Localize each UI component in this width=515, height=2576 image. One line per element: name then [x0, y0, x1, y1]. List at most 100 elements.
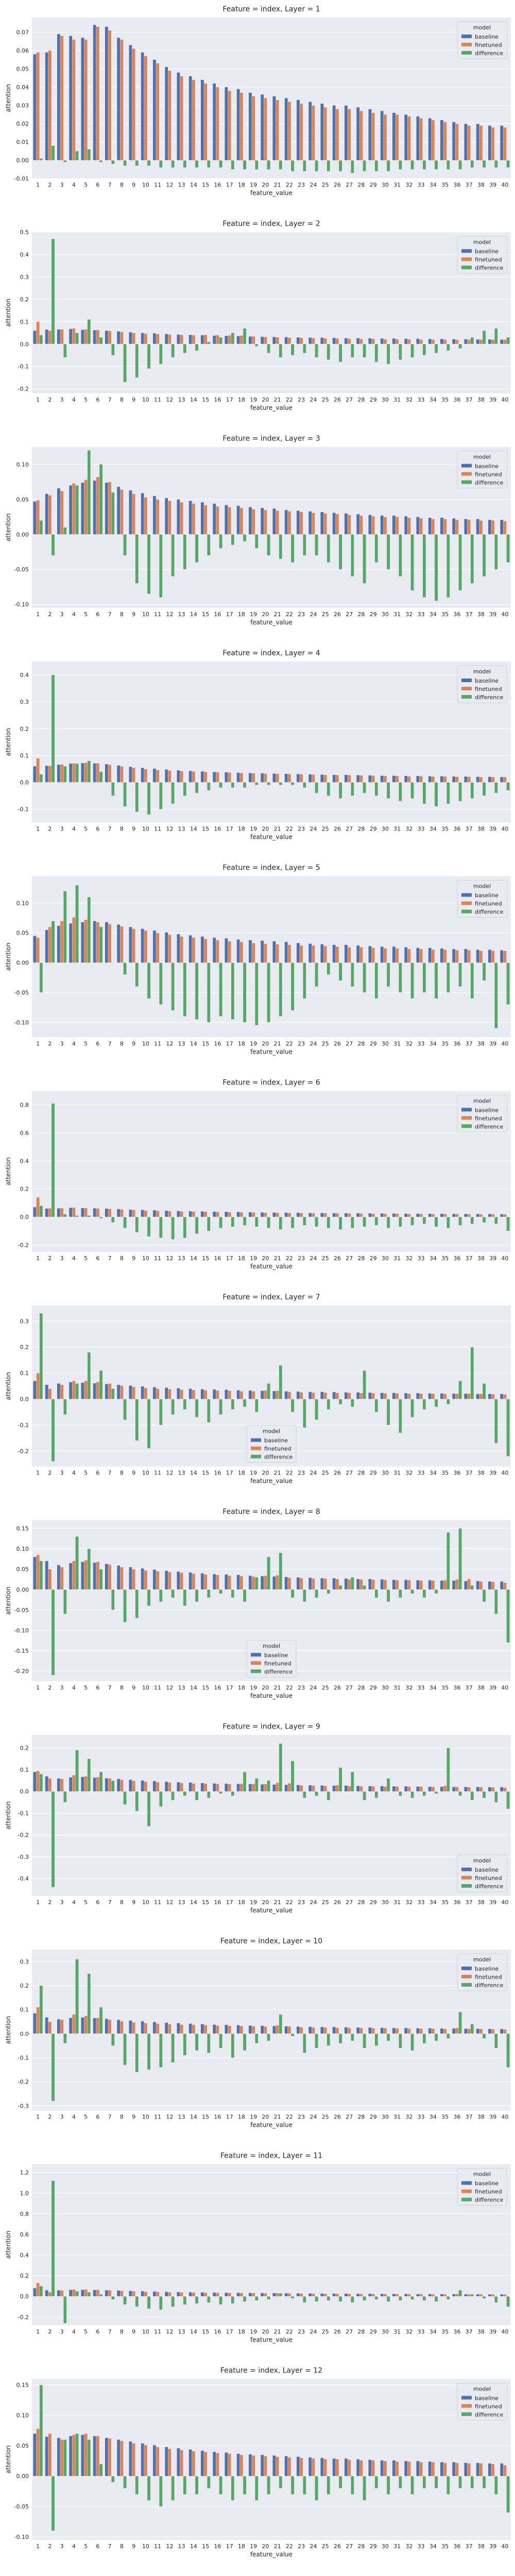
x-tick-label: 21 [274, 1899, 281, 1906]
x-tick-label: 31 [393, 1899, 401, 1906]
bar-baseline-9 [129, 1780, 132, 1792]
bar-baseline-39 [488, 776, 492, 783]
x-tick-label: 37 [466, 1040, 473, 1047]
bar-finetuned-1 [36, 1770, 40, 1792]
x-tick-label: 11 [154, 2328, 161, 2335]
bar-baseline-37 [464, 2463, 468, 2477]
bar-difference-12 [171, 1589, 175, 1598]
y-tick-label: -0.10 [14, 2534, 29, 2540]
bar-finetuned-34 [431, 1787, 435, 1792]
bar-difference-13 [183, 782, 187, 796]
bar-finetuned-28 [359, 515, 363, 535]
bar-finetuned-33 [419, 1393, 423, 1399]
x-tick-label: 23 [298, 2114, 305, 2121]
bar-difference-28 [363, 1370, 366, 1399]
bar-finetuned-8 [120, 766, 124, 783]
bar-baseline-26 [332, 774, 336, 783]
x-tick-label: 3 [60, 1040, 64, 1047]
bar-difference-31 [399, 1399, 402, 1433]
bar-baseline-10 [141, 1210, 144, 1217]
bar-difference-16 [219, 1216, 222, 1228]
bar-finetuned-27 [347, 947, 351, 963]
bar-finetuned-12 [168, 2292, 171, 2297]
y-tick-label: 0.2 [20, 725, 29, 732]
bar-finetuned-15 [203, 1211, 208, 1217]
bar-finetuned-26 [335, 1393, 339, 1399]
bar-difference-6 [99, 2464, 103, 2477]
bar-finetuned-14 [192, 1389, 196, 1399]
x-tick-label: 38 [477, 1040, 485, 1047]
bar-difference-17 [231, 1589, 235, 1598]
legend-label-difference: difference [475, 50, 503, 57]
bar-baseline-40 [500, 519, 504, 535]
bar-difference-40 [506, 160, 510, 168]
x-tick-label: 35 [441, 396, 449, 403]
bar-difference-26 [338, 1767, 342, 1792]
x-tick-label: 33 [418, 1040, 425, 1047]
y-tick-label: 0.00 [16, 960, 29, 967]
bar-baseline-23 [296, 99, 300, 161]
bar-difference-14 [195, 160, 199, 168]
legend-swatch-difference [461, 2412, 472, 2416]
x-tick-label: 18 [238, 2543, 245, 2550]
bar-finetuned-35 [443, 1394, 447, 1399]
x-tick-label: 5 [84, 2328, 88, 2335]
bar-baseline-11 [152, 1387, 157, 1399]
x-tick-label: 9 [132, 2114, 135, 2121]
bar-finetuned-34 [431, 776, 435, 783]
bar-difference-38 [482, 1589, 486, 1602]
bar-baseline-14 [188, 1572, 192, 1590]
bar-finetuned-35 [443, 1580, 447, 1590]
chart-panel-layer-7: Feature = index, Layer = 7-0.2-0.10.00.1… [5, 1293, 511, 1485]
plot-area [32, 1735, 511, 1896]
x-tick-label: 15 [202, 1470, 209, 1477]
bar-difference-17 [231, 2476, 235, 2501]
bar-finetuned-4 [72, 763, 76, 783]
x-tick-label: 32 [405, 2543, 413, 2550]
bar-finetuned-21 [276, 1391, 279, 1399]
bar-baseline-14 [188, 1388, 192, 1399]
chart-title: Feature = index, Layer = 11 [220, 2152, 322, 2160]
legend-swatch-baseline [461, 249, 472, 253]
bar-difference-1 [39, 962, 43, 993]
x-tick-label: 7 [108, 1899, 112, 1906]
bar-finetuned-5 [84, 2289, 88, 2297]
bar-difference-38 [482, 962, 486, 981]
bar-baseline-40 [500, 1214, 504, 1217]
bar-baseline-3 [57, 764, 61, 783]
bar-finetuned-16 [216, 1574, 219, 1590]
legend-swatch-baseline [251, 1438, 261, 1442]
bar-difference-40 [506, 2033, 510, 2067]
y-tick-label: 0.0 [20, 2293, 29, 2300]
bar-finetuned-32 [407, 1786, 411, 1792]
bar-finetuned-40 [503, 1394, 507, 1399]
y-tick-label: -0.1 [18, 806, 29, 813]
bar-finetuned-25 [323, 2027, 327, 2034]
x-tick-label: 3 [60, 396, 64, 403]
bar-baseline-1 [33, 501, 37, 535]
bar-baseline-1 [33, 936, 37, 963]
x-tick-label: 38 [477, 396, 485, 403]
bar-difference-31 [399, 1791, 402, 1796]
bar-finetuned-32 [407, 2028, 411, 2034]
bar-finetuned-21 [276, 1212, 279, 1217]
x-tick-label: 8 [120, 2328, 124, 2335]
bar-difference-3 [63, 2033, 67, 2044]
bar-finetuned-17 [228, 941, 231, 963]
bar-difference-11 [159, 2296, 163, 2310]
bar-difference-6 [99, 771, 103, 783]
y-tick-label: -0.3 [18, 2103, 29, 2109]
bar-baseline-8 [116, 2290, 121, 2297]
legend-swatch-baseline [251, 1653, 261, 1657]
bar-difference-22 [290, 782, 295, 785]
bar-difference-16 [219, 962, 222, 1016]
bar-difference-38 [482, 1383, 486, 1399]
bar-baseline-19 [248, 507, 252, 535]
x-tick-label: 35 [441, 182, 449, 189]
bar-difference-2 [51, 534, 55, 556]
bar-baseline-16 [212, 2024, 216, 2034]
x-tick-label: 30 [382, 2328, 389, 2335]
bar-finetuned-27 [347, 2028, 351, 2034]
bar-baseline-37 [464, 2028, 468, 2034]
x-tick-label: 14 [190, 2114, 197, 2121]
